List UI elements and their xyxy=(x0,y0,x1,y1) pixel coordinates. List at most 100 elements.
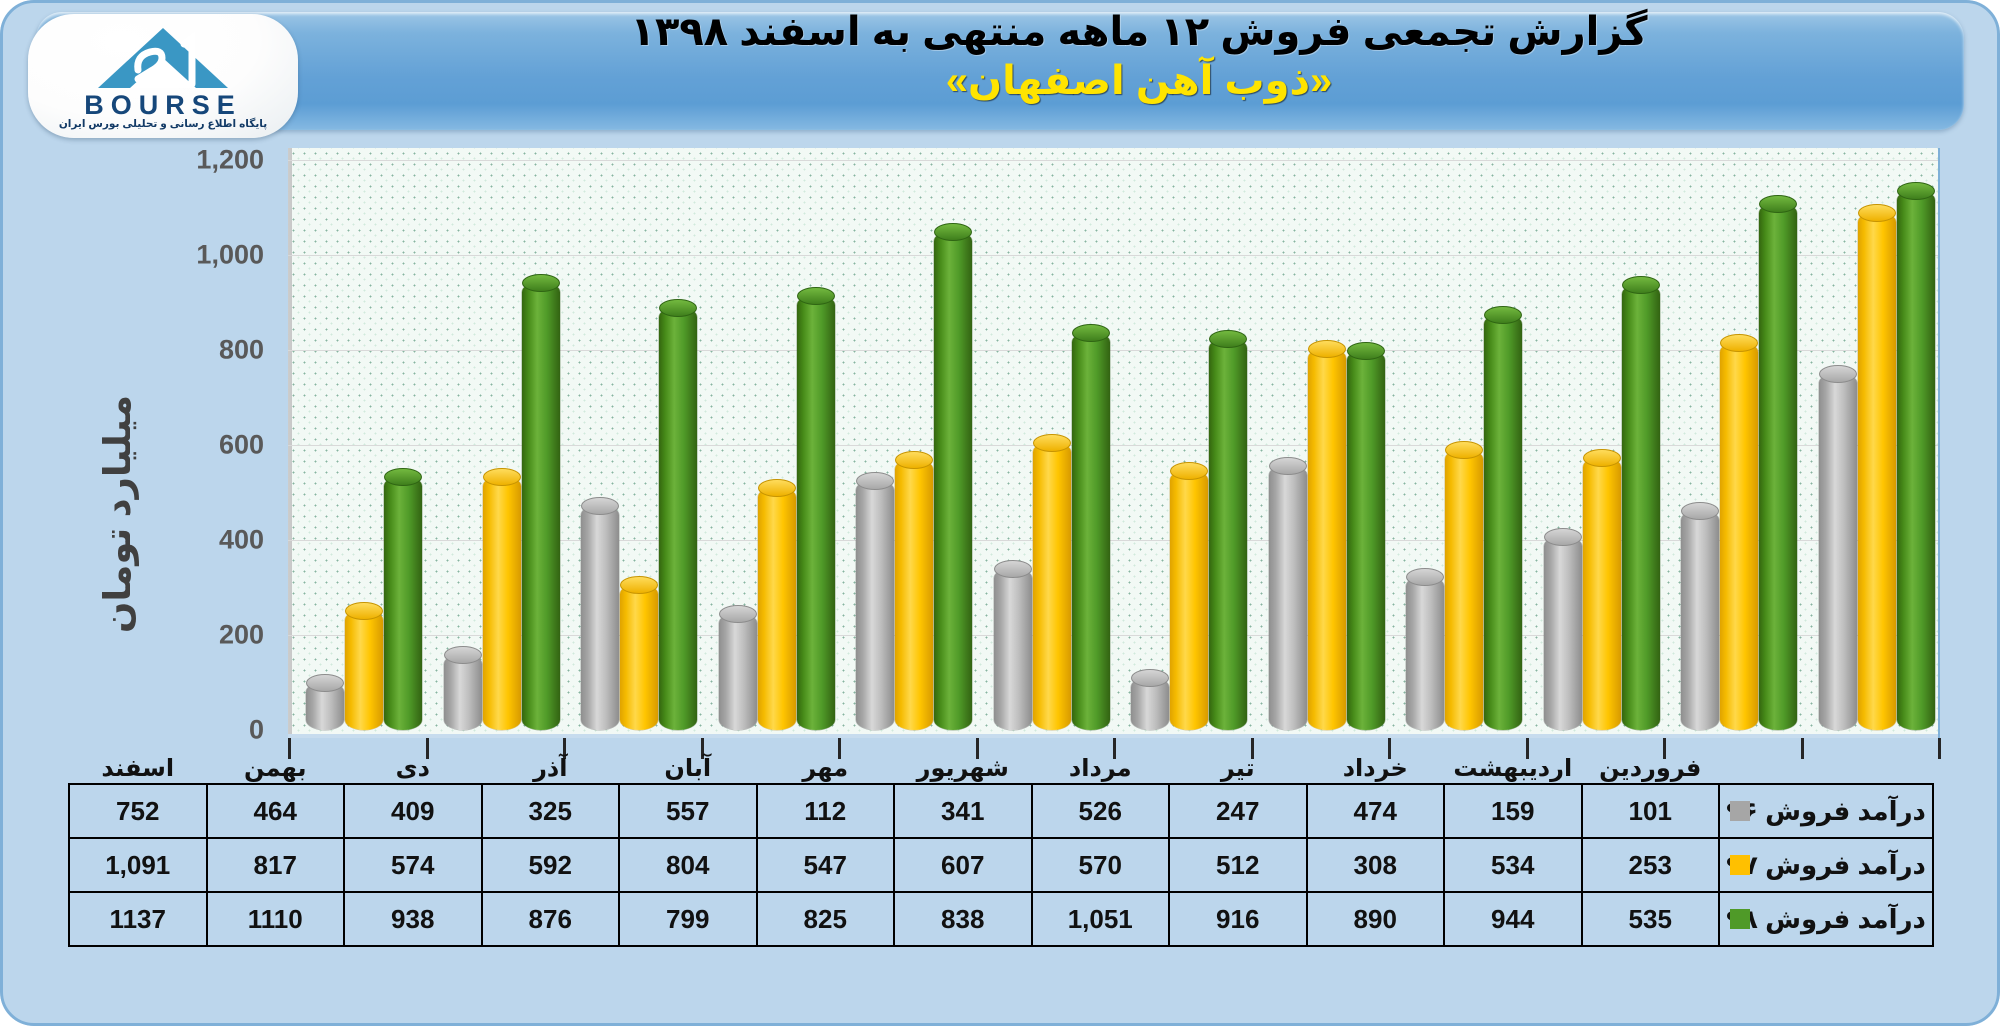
table-cell-value: 574 xyxy=(343,837,483,893)
table-cell-value: 838 xyxy=(893,891,1033,947)
series-label-text: درآمد فروش ۹۸ xyxy=(1726,903,1926,934)
table-cell-value: 512 xyxy=(1168,837,1308,893)
bar-cap xyxy=(895,451,933,470)
series-label-text: درآمد فروش ۹۷ xyxy=(1726,849,1926,880)
x-axis-tick xyxy=(563,738,566,759)
bar-series-container xyxy=(288,148,1938,738)
bar-cap xyxy=(934,222,972,241)
x-axis-tick xyxy=(975,738,979,759)
bar xyxy=(1759,194,1797,730)
table-cell-value: 592 xyxy=(480,837,620,893)
bar xyxy=(1346,342,1385,730)
table-cell-value: 944 xyxy=(1443,891,1583,947)
table-row: درآمد فروش ۹۷253534308512570607547804592… xyxy=(68,837,1934,893)
bar-group xyxy=(1663,148,1801,738)
page-title: گزارش تجمعی فروش ۱۲ ماهه منتهی به اسفند … xyxy=(630,10,1648,54)
bourse24-logo[interactable]: BOURSE پایگاه اطلاع رسانی و تحلیلی بورس … xyxy=(28,14,298,138)
bar xyxy=(581,496,619,730)
bar xyxy=(1445,440,1483,730)
x-axis-tick xyxy=(700,738,704,759)
gridline xyxy=(288,635,1938,636)
bar xyxy=(934,222,972,730)
bar-cap xyxy=(757,478,796,497)
y-axis-tick-label: 1,000 xyxy=(196,239,264,270)
x-axis-tick xyxy=(1938,738,1941,759)
bar-cap xyxy=(1170,462,1208,481)
bar-group xyxy=(701,148,839,738)
table-cell-value: 1,091 xyxy=(68,837,208,893)
y-axis-tick-label: 1,200 xyxy=(196,144,264,175)
bar-cap xyxy=(521,273,560,292)
table-cell-value: 409 xyxy=(343,783,483,839)
bar-cap xyxy=(1484,305,1522,324)
table-cell-value: 159 xyxy=(1443,783,1583,839)
table-cell-value: 1110 xyxy=(205,891,345,947)
table-cell-value: 607 xyxy=(893,837,1033,893)
bar-cap xyxy=(1209,330,1247,349)
bar-cap xyxy=(1131,668,1169,687)
bar-cap xyxy=(1543,527,1582,546)
bar-group xyxy=(1526,148,1664,738)
column-header-month: مهر xyxy=(802,755,849,782)
bar-cap xyxy=(1445,440,1483,459)
column-header-month: تیر xyxy=(1220,755,1255,782)
table-cell-value: 464 xyxy=(205,783,345,839)
bar-cap xyxy=(1857,203,1896,222)
header-title-block: گزارش تجمعی فروش ۱۲ ماهه منتهی به اسفند … xyxy=(314,8,1964,106)
column-header-month: خرداد xyxy=(1342,755,1408,782)
y-axis-tick-label: 800 xyxy=(218,334,264,365)
bar xyxy=(895,451,933,730)
bar-cap xyxy=(1896,181,1935,200)
column-header-month: اردیبهشت xyxy=(1453,755,1573,782)
bar xyxy=(718,604,757,730)
table-cell-value: 799 xyxy=(618,891,758,947)
x-axis-tick xyxy=(425,738,429,759)
bar xyxy=(757,478,796,730)
bar xyxy=(1896,181,1935,730)
bar xyxy=(482,468,521,730)
bar-group xyxy=(288,148,426,738)
bar-cap xyxy=(796,286,835,305)
table-cell-value: 112 xyxy=(755,783,895,839)
legend-swatch-icon xyxy=(1730,801,1750,821)
table-header-row: فروردین اردیبهشت خرداد تیر مرداد شهریور مهر آبا… xyxy=(69,745,1933,784)
bar-cap xyxy=(1759,194,1797,213)
table-cell-value: 570 xyxy=(1030,837,1170,893)
table-cell-value: 825 xyxy=(755,891,895,947)
table-cell-value: 1137 xyxy=(68,891,208,947)
x-axis-tick xyxy=(1388,738,1391,759)
bar-group xyxy=(1388,148,1526,738)
table-cell-value: 534 xyxy=(1443,837,1583,893)
bar xyxy=(659,299,697,730)
x-axis xyxy=(288,738,1941,760)
gridline xyxy=(288,350,1938,351)
bar xyxy=(1582,449,1621,730)
bar xyxy=(443,646,482,730)
bar-cap xyxy=(1071,323,1110,342)
table-row: درآمد فروش ۹۸5359448909161,0518388257998… xyxy=(68,891,1934,947)
y-axis-ticks: 0 200 400 600 800 1,000 1,200 xyxy=(160,140,270,745)
bar-chart: میلیارد تومان 0 200 400 600 800 1,000 1,200 xyxy=(0,140,2000,780)
bar-cap xyxy=(1307,340,1346,359)
bar xyxy=(1681,501,1719,730)
bar-cap xyxy=(856,472,894,491)
table-cell-value: 547 xyxy=(755,837,895,893)
table-cell-value: 804 xyxy=(618,837,758,893)
bar xyxy=(1484,305,1522,730)
y-axis-title: میلیارد تومان xyxy=(97,395,138,634)
bar xyxy=(1818,364,1857,730)
y-axis-tick-label: 600 xyxy=(218,429,264,460)
bar xyxy=(345,601,383,730)
gridline xyxy=(288,540,1938,541)
column-header-month: فروردین xyxy=(1599,755,1702,782)
bar xyxy=(521,273,560,730)
bar-cap xyxy=(1818,364,1857,383)
column-header-month: دی xyxy=(395,755,430,782)
column-header-month: آبان xyxy=(664,755,712,782)
x-axis-tick xyxy=(1113,738,1116,759)
logo-triangle-icon xyxy=(88,24,238,97)
table-cell-value: 308 xyxy=(1305,837,1445,893)
bar-cap xyxy=(443,646,482,665)
bar xyxy=(1720,333,1758,730)
